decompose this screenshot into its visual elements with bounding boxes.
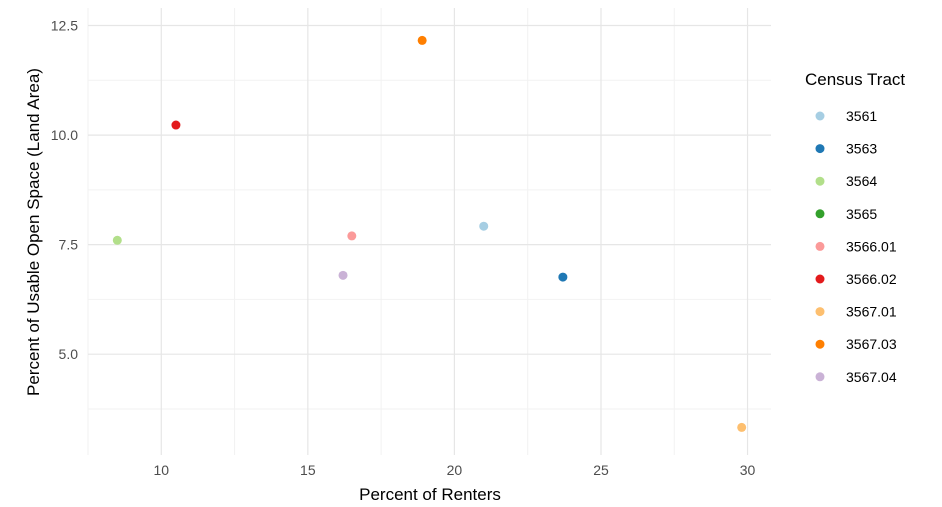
y-tick-label: 12.5 <box>51 18 78 34</box>
legend-label: 3567.01 <box>846 304 897 320</box>
major-gridlines <box>88 8 771 455</box>
legend-key <box>815 241 825 251</box>
x-tick-label: 15 <box>300 462 316 478</box>
legend-key <box>815 176 825 186</box>
x-tick-label: 25 <box>593 462 609 478</box>
legend: Census Tract 3561 3563 3564 3565 3566.01 3566… <box>805 70 905 385</box>
legend-label: 3567.04 <box>846 369 897 385</box>
legend-key <box>815 111 825 121</box>
y-tick-label: 5.0 <box>59 346 79 362</box>
legend-label: 3566.01 <box>846 238 897 254</box>
y-tick-label: 10.0 <box>51 127 78 143</box>
x-axis-label: Percent of Renters <box>359 485 501 504</box>
data-point <box>112 235 122 245</box>
legend-label: 3564 <box>846 173 877 189</box>
legend-key <box>815 339 825 349</box>
x-tick-label: 10 <box>153 462 169 478</box>
data-point <box>479 221 489 231</box>
legend-label: 3561 <box>846 108 877 124</box>
data-point <box>737 422 747 432</box>
legend-key <box>815 274 825 284</box>
data-point <box>558 272 568 282</box>
y-axis-ticks: 5.0 7.5 10.0 12.5 <box>51 18 78 363</box>
x-tick-label: 30 <box>740 462 756 478</box>
legend-entries: 3561 3563 3564 3565 3566.01 3566.02 3567.01 356… <box>815 108 897 385</box>
minor-gridlines <box>87 8 771 455</box>
legend-key <box>815 307 825 317</box>
y-tick-label: 7.5 <box>59 237 79 253</box>
data-points <box>112 35 747 432</box>
y-axis-label: Percent of Usable Open Space (Land Area) <box>24 68 43 396</box>
data-point <box>417 35 427 45</box>
legend-label: 3565 <box>846 206 877 222</box>
legend-label: 3566.02 <box>846 271 897 287</box>
x-tick-label: 20 <box>447 462 463 478</box>
legend-label: 3563 <box>846 141 877 157</box>
legend-title: Census Tract <box>805 70 905 89</box>
data-point <box>347 231 357 241</box>
legend-key <box>815 372 825 382</box>
legend-key <box>815 144 825 154</box>
legend-label: 3567.03 <box>846 336 897 352</box>
data-point <box>171 120 181 130</box>
data-point <box>338 270 348 280</box>
x-axis-ticks: 10 15 20 25 30 <box>153 462 755 478</box>
legend-key <box>815 209 825 219</box>
